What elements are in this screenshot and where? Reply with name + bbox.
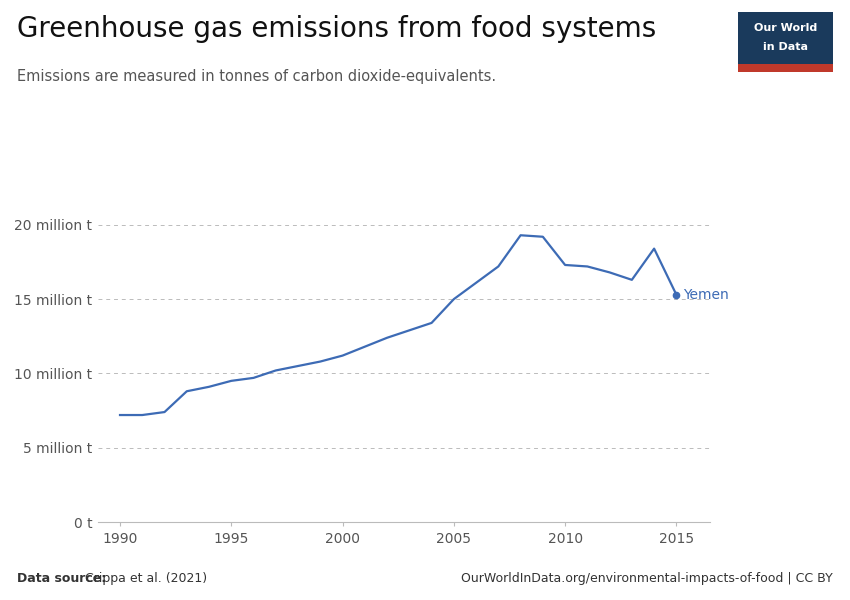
Text: Crippa et al. (2021): Crippa et al. (2021) <box>81 572 207 585</box>
Text: Emissions are measured in tonnes of carbon dioxide-equivalents.: Emissions are measured in tonnes of carb… <box>17 69 496 84</box>
Text: in Data: in Data <box>763 42 808 52</box>
Text: Data source:: Data source: <box>17 572 106 585</box>
Text: Greenhouse gas emissions from food systems: Greenhouse gas emissions from food syste… <box>17 15 656 43</box>
Text: OurWorldInData.org/environmental-impacts-of-food | CC BY: OurWorldInData.org/environmental-impacts… <box>462 572 833 585</box>
Text: Our World: Our World <box>754 23 817 33</box>
Text: Yemen: Yemen <box>683 287 728 302</box>
